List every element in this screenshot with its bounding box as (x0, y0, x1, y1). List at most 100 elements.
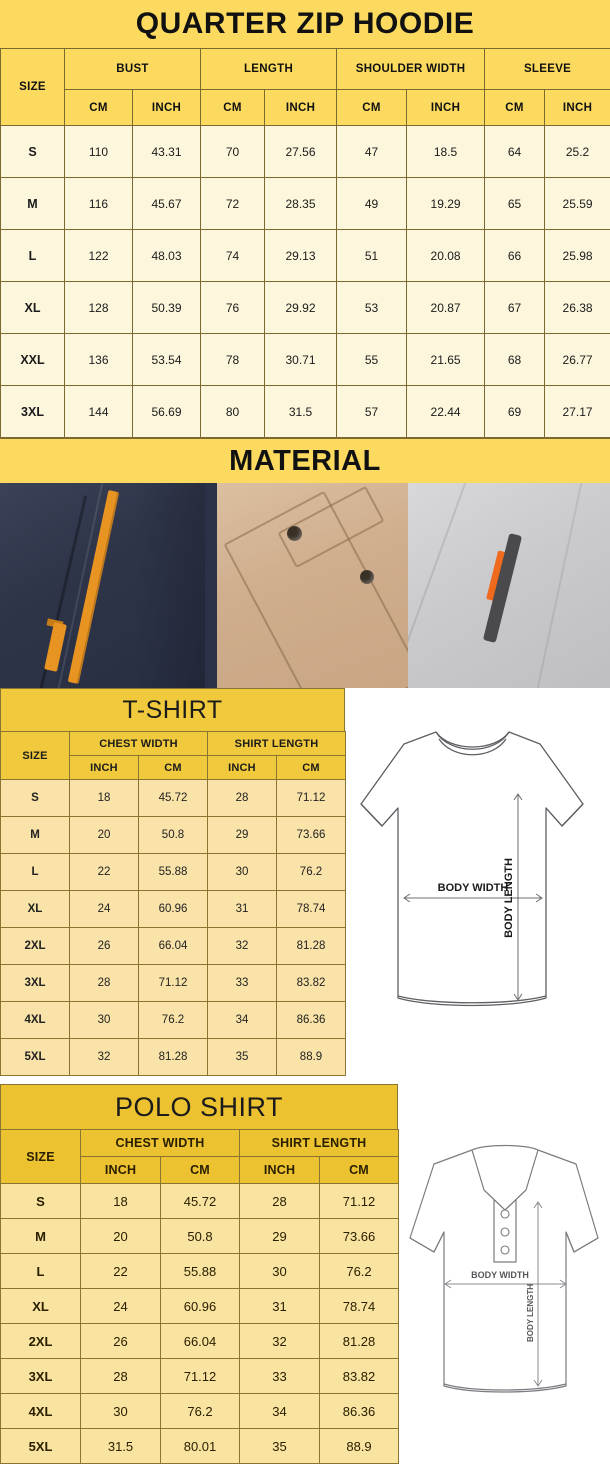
tshirt-body-width-label: BODY WIDTH (438, 882, 509, 894)
polo-cell-chest-inch: 31.5 (81, 1429, 161, 1464)
tshirt-cell-size: S (1, 780, 70, 817)
polo-size-table: SIZE CHEST WIDTH SHIRT LENGTH INCH CM IN… (0, 1129, 399, 1464)
polo-cell-chest-cm: 71.12 (161, 1359, 240, 1394)
table-row: 2XL 26 66.04 32 81.28 (1, 1324, 399, 1359)
polo-cell-chest-cm: 76.2 (161, 1394, 240, 1429)
hoodie-cell-bust-inch: 50.39 (133, 282, 201, 334)
polo-cell-length-inch: 29 (240, 1219, 320, 1254)
tshirt-cell-length-cm: 71.12 (277, 780, 346, 817)
hoodie-cell-bust-inch: 56.69 (133, 386, 201, 438)
hoodie-cell-length-inch: 29.13 (265, 230, 337, 282)
polo-col-shirt-length: SHIRT LENGTH (240, 1130, 399, 1157)
polo-cell-length-cm: 78.74 (320, 1289, 399, 1324)
polo-body-width-label: BODY WIDTH (471, 1270, 529, 1280)
polo-col-size: SIZE (1, 1130, 81, 1184)
tshirt-unit-chest-inch: INCH (70, 756, 139, 780)
tshirt-cell-chest-inch: 32 (70, 1039, 139, 1076)
hoodie-cell-bust-cm: 116 (65, 178, 133, 230)
hoodie-unit-sleeve-inch: INCH (545, 90, 610, 126)
polo-col-chest-width: CHEST WIDTH (81, 1130, 240, 1157)
size-chart-page: QUARTER ZIP HOODIE SIZE BUST LENGTH SHOU… (0, 0, 610, 1350)
hoodie-cell-size: L (1, 230, 65, 282)
hoodie-cell-shoulder-inch: 21.65 (407, 334, 485, 386)
tshirt-col-size: SIZE (1, 732, 70, 780)
tshirt-cell-length-inch: 33 (208, 965, 277, 1002)
photo-edge (205, 483, 217, 688)
table-row: M 116 45.67 72 28.35 49 19.29 65 25.59 (1, 178, 610, 230)
tshirt-cell-length-inch: 31 (208, 891, 277, 928)
tshirt-header-row-groups: SIZE CHEST WIDTH SHIRT LENGTH (1, 732, 346, 756)
hoodie-cell-sleeve-cm: 66 (485, 230, 545, 282)
tshirt-diagram: BODY WIDTH BODY LENGTH (340, 708, 605, 1038)
hoodie-cell-bust-cm: 136 (65, 334, 133, 386)
hoodie-unit-length-inch: INCH (265, 90, 337, 126)
polo-unit-chest-cm: CM (161, 1157, 240, 1184)
polo-diagram-wrap: BODY WIDTH BODY LENGTH (398, 1084, 610, 1414)
hoodie-unit-shoulder-inch: INCH (407, 90, 485, 126)
tshirt-cell-chest-inch: 28 (70, 965, 139, 1002)
table-row: M 20 50.8 29 73.66 (1, 817, 346, 854)
table-row: L 22 55.88 30 76.2 (1, 854, 346, 891)
hoodie-cell-size: S (1, 126, 65, 178)
hoodie-cell-sleeve-inch: 26.38 (545, 282, 610, 334)
tshirt-cell-chest-inch: 18 (70, 780, 139, 817)
table-row: 3XL 144 56.69 80 31.5 57 22.44 69 27.17 (1, 386, 610, 438)
tshirt-unit-length-cm: CM (277, 756, 346, 780)
polo-cell-length-inch: 32 (240, 1324, 320, 1359)
hoodie-unit-bust-cm: CM (65, 90, 133, 126)
khaki-snap-pocket-photo (205, 483, 408, 688)
polo-cell-length-cm: 73.66 (320, 1219, 399, 1254)
hoodie-cell-bust-cm: 122 (65, 230, 133, 282)
table-row: M 20 50.8 29 73.66 (1, 1219, 399, 1254)
tshirt-col-chest-width: CHEST WIDTH (70, 732, 208, 756)
tshirt-cell-length-cm: 86.36 (277, 1002, 346, 1039)
hoodie-unit-shoulder-cm: CM (337, 90, 407, 126)
tshirt-cell-chest-cm: 45.72 (139, 780, 208, 817)
tshirt-section: T-SHIRT SIZE CHEST WIDTH SHIRT LENGTH IN… (0, 688, 610, 1076)
hoodie-cell-length-cm: 70 (201, 126, 265, 178)
hoodie-cell-shoulder-cm: 47 (337, 126, 407, 178)
hoodie-unit-length-cm: CM (201, 90, 265, 126)
tshirt-cell-size: L (1, 854, 70, 891)
hoodie-cell-size: 3XL (1, 386, 65, 438)
hoodie-cell-shoulder-inch: 20.87 (407, 282, 485, 334)
snap-button-upper (287, 526, 302, 541)
tshirt-cell-size: 5XL (1, 1039, 70, 1076)
hoodie-section: QUARTER ZIP HOODIE SIZE BUST LENGTH SHOU… (0, 0, 610, 438)
material-photo-strip (0, 483, 610, 688)
tshirt-diagram-wrap: BODY WIDTH BODY LENGTH (345, 688, 610, 1048)
polo-cell-chest-cm: 45.72 (161, 1184, 240, 1219)
polo-cell-chest-inch: 30 (81, 1394, 161, 1429)
hoodie-cell-length-cm: 78 (201, 334, 265, 386)
polo-cell-length-inch: 31 (240, 1289, 320, 1324)
hoodie-header-row-units: CM INCH CM INCH CM INCH CM INCH (1, 90, 610, 126)
hoodie-title: QUARTER ZIP HOODIE (0, 0, 610, 48)
hoodie-unit-sleeve-cm: CM (485, 90, 545, 126)
table-row: XL 24 60.96 31 78.74 (1, 1289, 399, 1324)
polo-cell-size: 2XL (1, 1324, 81, 1359)
tshirt-cell-chest-cm: 55.88 (139, 854, 208, 891)
hoodie-cell-length-cm: 76 (201, 282, 265, 334)
hoodie-cell-shoulder-inch: 19.29 (407, 178, 485, 230)
polo-diagram: BODY WIDTH BODY LENGTH (398, 1128, 610, 1408)
table-row: S 18 45.72 28 71.12 (1, 1184, 399, 1219)
tshirt-cell-length-inch: 34 (208, 1002, 277, 1039)
polo-cell-length-cm: 88.9 (320, 1429, 399, 1464)
tshirt-cell-chest-inch: 22 (70, 854, 139, 891)
tshirt-col-shirt-length: SHIRT LENGTH (208, 732, 346, 756)
tshirt-cell-length-cm: 81.28 (277, 928, 346, 965)
polo-cell-chest-inch: 24 (81, 1289, 161, 1324)
tshirt-cell-length-cm: 78.74 (277, 891, 346, 928)
polo-cell-chest-cm: 55.88 (161, 1254, 240, 1289)
tshirt-cell-chest-cm: 66.04 (139, 928, 208, 965)
hoodie-cell-length-cm: 74 (201, 230, 265, 282)
hoodie-cell-bust-inch: 48.03 (133, 230, 201, 282)
hoodie-col-length: LENGTH (201, 49, 337, 90)
hoodie-cell-sleeve-inch: 27.17 (545, 386, 610, 438)
polo-unit-length-cm: CM (320, 1157, 399, 1184)
hoodie-cell-sleeve-inch: 25.2 (545, 126, 610, 178)
table-row: XL 24 60.96 31 78.74 (1, 891, 346, 928)
tshirt-cell-chest-inch: 30 (70, 1002, 139, 1039)
polo-table-wrap: POLO SHIRT SIZE CHEST WIDTH SHIRT LENGTH… (0, 1084, 398, 1464)
tshirt-cell-chest-cm: 71.12 (139, 965, 208, 1002)
